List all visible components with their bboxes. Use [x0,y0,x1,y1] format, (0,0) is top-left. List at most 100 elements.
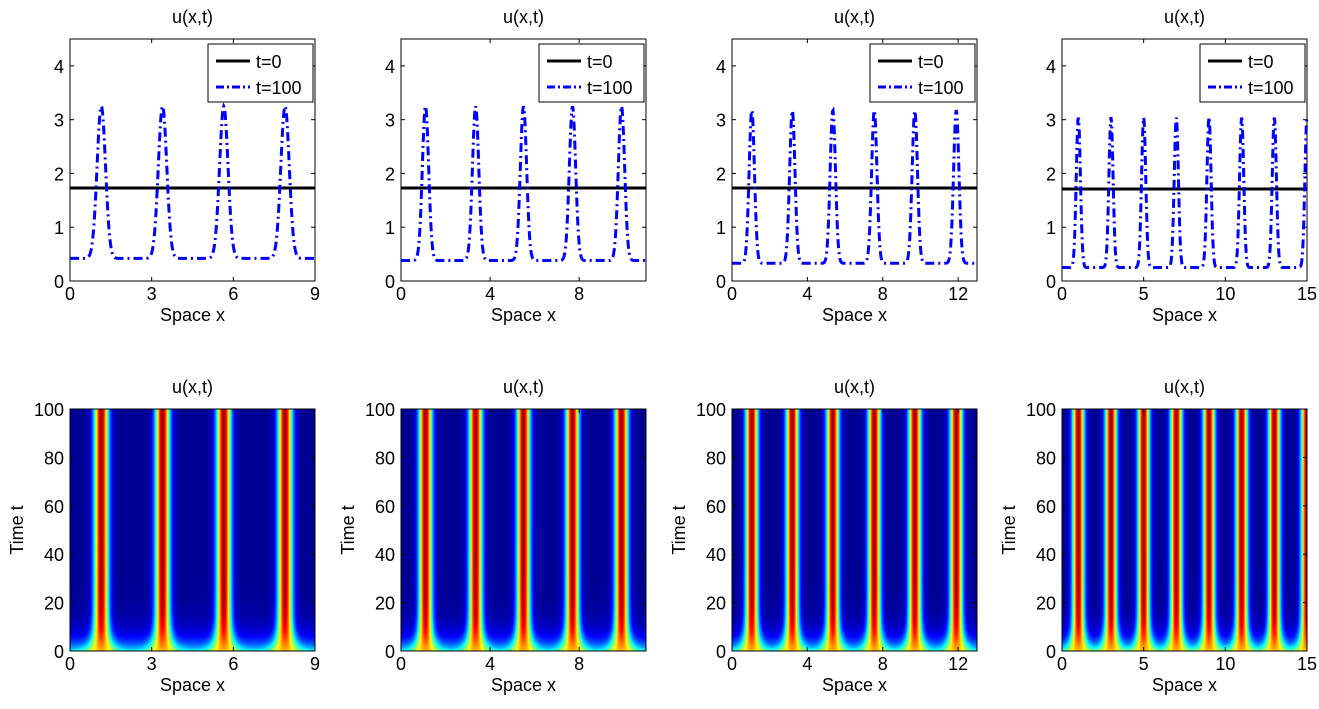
y-tick-label: 1 [385,218,395,238]
legend-box [538,43,645,103]
x-tick-label: 15 [1297,284,1317,304]
y-tick-label: 100 [696,400,726,420]
y-tick-label: 4 [716,57,726,77]
y-tick-label: 100 [1026,400,1056,420]
y-tick-label: 40 [44,545,64,565]
y-tick-label: 0 [54,642,64,662]
y-tick-label: 1 [716,218,726,238]
legend-t100-label: t=100 [918,78,964,98]
x-axis-label: Space x [160,675,225,695]
x-tick-label: 10 [1215,284,1235,304]
chart-title: u(x,t) [172,377,213,397]
y-tick-label: 40 [706,545,726,565]
y-tick-label: 60 [706,497,726,517]
x-tick-label: 0 [727,284,737,304]
x-tick-label: 0 [1057,284,1067,304]
x-tick-label: 9 [310,284,320,304]
x-tick-label: 12 [948,654,968,674]
x-tick-label: 0 [65,284,75,304]
y-tick-label: 0 [1046,642,1056,662]
x-axis-label: Space x [160,305,225,325]
heatmap-panel-3: 0 4 8 12 0 20 40 60 80 100 u(x,t) Space x Time t [669,377,978,695]
axes-frame [400,38,647,282]
x-tick-label: 6 [228,284,238,304]
x-tick-label: 15 [1297,654,1317,674]
legend-t100-label: t=100 [1248,78,1294,98]
legend-t100-label: t=100 [256,78,302,98]
axes-frame [69,408,316,652]
y-tick-label: 4 [385,57,395,77]
line-chart-panel-2: 0 4 8 0 1 2 3 4 u(x,t) Space x t=0 t=100 [385,7,647,325]
chart-title: u(x,t) [834,377,875,397]
x-tick-label: 0 [396,284,406,304]
x-axis-label: Space x [822,305,887,325]
heatmap-panel-1: 0 3 6 9 0 20 40 60 80 100 u(x,t) Space x Time t [7,377,320,695]
x-tick-label: 0 [727,654,737,674]
x-axis-label: Space x [491,305,556,325]
x-tick-label: 6 [228,654,238,674]
x-tick-label: 0 [396,654,406,674]
line-chart-panel-4: 0 5 10 15 0 1 2 3 4 u(x,t) Space x t=0 t=100 [1046,7,1317,325]
heatmap-image [1062,409,1307,651]
legend: t=0 t=100 [207,43,314,103]
legend: t=0 t=100 [869,43,976,103]
series-t100-line [70,102,315,260]
x-tick-label: 8 [574,654,584,674]
axes-frame [731,38,978,282]
y-tick-label: 3 [1046,111,1056,131]
axes-frame [69,38,316,282]
y-tick-label: 0 [54,272,64,292]
y-tick-label: 60 [375,497,395,517]
y-tick-label: 2 [385,164,395,184]
y-tick-label: 40 [1036,545,1056,565]
x-axis-label: Space x [1152,305,1217,325]
x-tick-label: 8 [878,654,888,674]
x-tick-label: 0 [65,654,75,674]
x-tick-label: 3 [147,654,157,674]
axes-frame [1061,38,1308,282]
legend-box [207,43,314,103]
x-tick-label: 5 [1139,284,1149,304]
y-tick-label: 60 [1036,497,1056,517]
y-tick-label: 20 [1036,594,1056,614]
y-tick-label: 100 [34,400,64,420]
x-axis-label: Space x [822,675,887,695]
heatmap-image [732,409,977,651]
chart-title: u(x,t) [1164,377,1205,397]
y-tick-label: 0 [716,272,726,292]
x-tick-label: 4 [485,654,495,674]
x-tick-label: 4 [802,284,812,304]
x-axis-label: Space x [491,675,556,695]
x-tick-label: 3 [147,284,157,304]
legend-t0-label: t=0 [918,52,944,72]
axes-frame [1061,408,1308,652]
y-tick-label: 3 [54,111,64,131]
axes-frame [731,408,978,652]
legend-t0-label: t=0 [1248,52,1274,72]
series-t100-line [1062,116,1309,270]
x-tick-label: 9 [310,654,320,674]
y-tick-label: 100 [365,400,395,420]
legend-box [1199,43,1306,103]
y-tick-label: 80 [44,448,64,468]
heatmap-image [70,409,315,651]
y-tick-label: 80 [375,448,395,468]
y-tick-label: 40 [375,545,395,565]
y-tick-label: 2 [716,164,726,184]
legend: t=0 t=100 [1199,43,1306,103]
legend-t100-label: t=100 [587,78,633,98]
y-tick-label: 2 [54,164,64,184]
x-axis-label: Space x [1152,675,1217,695]
series-t100-line [732,106,977,265]
series-t100-line [401,105,646,263]
y-tick-label: 4 [54,57,64,77]
y-axis-label: Time t [7,505,27,554]
y-tick-label: 1 [1046,218,1056,238]
y-tick-label: 3 [716,111,726,131]
x-tick-label: 12 [948,284,968,304]
x-tick-label: 0 [1057,654,1067,674]
x-tick-label: 8 [574,284,584,304]
y-tick-label: 1 [54,218,64,238]
